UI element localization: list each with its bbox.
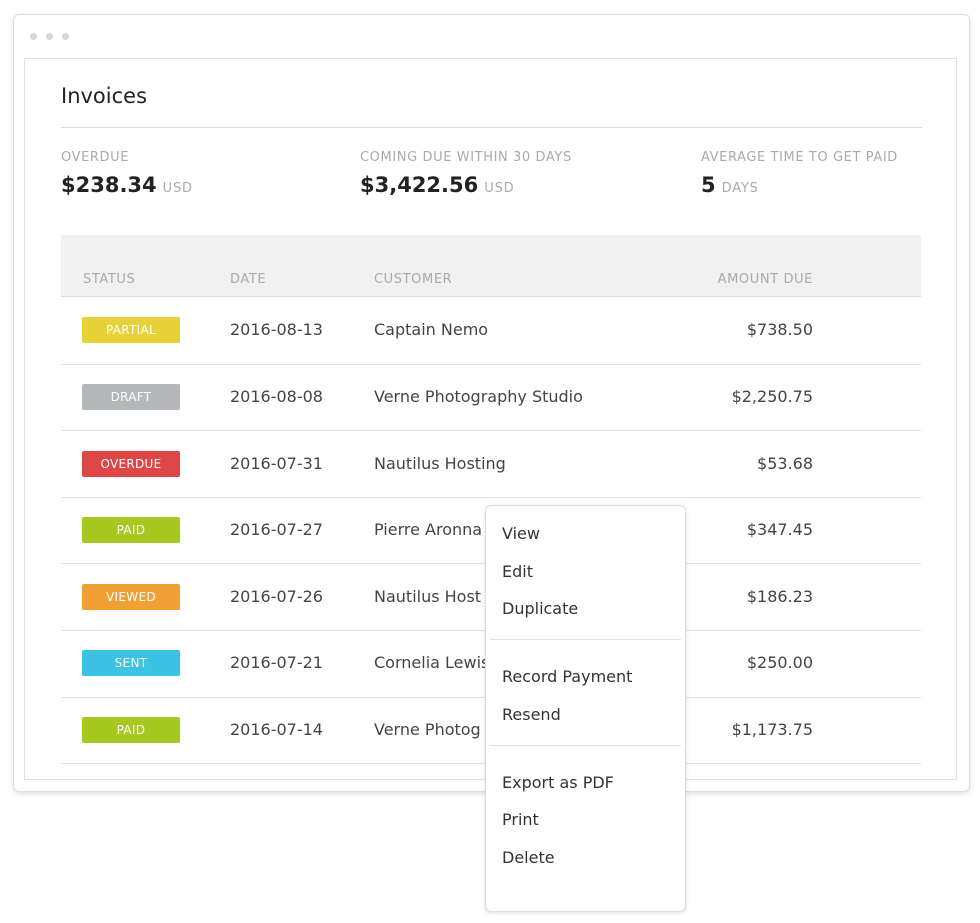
customer: Verne Photography Studio [374, 386, 583, 406]
row-divider [61, 496, 921, 498]
status-badge: PARTIAL [82, 317, 180, 344]
amount: $186.23 [746, 586, 813, 606]
divider [61, 127, 922, 128]
customer: Cornelia Lewis [374, 653, 490, 673]
window-dot [46, 33, 53, 40]
stat-label: COMING DUE WITHIN 30 DAYS [360, 150, 572, 165]
window-dot [30, 33, 37, 40]
menu-item[interactable]: Print [502, 810, 539, 830]
menu-item[interactable]: View [502, 524, 540, 543]
row-divider [61, 430, 921, 432]
customer: Pierre Aronna [374, 520, 483, 540]
menu-item[interactable]: Delete [502, 847, 555, 867]
stat-value: 5 DAYS [701, 173, 759, 197]
menu-item[interactable]: Record Payment [502, 667, 633, 687]
stat-label: OVERDUE [61, 150, 130, 165]
menu-item[interactable]: Resend [502, 704, 561, 724]
date: 2016-07-21 [230, 653, 323, 673]
stat-label: AVERAGE TIME TO GET PAID [701, 150, 898, 165]
date: 2016-07-14 [230, 719, 323, 739]
date: 2016-07-31 [230, 453, 323, 473]
column-header: DATE [230, 272, 267, 287]
menu-separator [490, 744, 681, 746]
stat-unit: USD [162, 181, 193, 196]
amount: $53.68 [757, 453, 813, 473]
amount: $1,173.75 [731, 719, 813, 739]
customer: Nautilus Hosting [374, 453, 506, 473]
status-badge: DRAFT [82, 383, 180, 410]
stat-value: $238.34 USD [61, 173, 193, 197]
customer: Nautilus Host [374, 586, 482, 606]
menu-item[interactable]: Duplicate [502, 599, 579, 619]
status-badge: PAID [82, 716, 180, 743]
status-badge: OVERDUE [82, 450, 180, 477]
amount: $347.45 [746, 520, 813, 540]
customer: Verne Photog [374, 719, 481, 739]
column-header: STATUS [83, 272, 136, 287]
page-title: Invoices [61, 84, 148, 108]
date: 2016-08-08 [230, 386, 323, 406]
menu-item[interactable]: Edit [502, 561, 533, 581]
date: 2016-07-26 [230, 586, 323, 606]
menu-item[interactable]: Export as PDF [502, 772, 614, 792]
date: 2016-07-27 [230, 520, 323, 540]
column-header: CUSTOMER [374, 272, 453, 287]
customer: Captain Nemo [374, 320, 489, 340]
amount: $738.50 [746, 320, 813, 340]
stat-value: $3,422.56 USD [360, 173, 515, 197]
stat-unit: USD [484, 181, 515, 196]
status-badge: VIEWED [82, 583, 180, 610]
table-header [61, 235, 921, 297]
date: 2016-08-13 [230, 320, 323, 340]
amount: $2,250.75 [731, 386, 813, 406]
row-divider [61, 363, 921, 365]
stat-unit: DAYS [721, 181, 759, 196]
amount: $250.00 [746, 653, 813, 673]
status-badge: SENT [82, 650, 180, 677]
menu-separator [490, 639, 681, 641]
status-badge: PAID [82, 517, 180, 544]
column-header: AMOUNT DUE [717, 272, 813, 287]
window-dot [62, 33, 69, 40]
context-menu: View Edit Duplicate Record Payment Resend Exp… [485, 505, 686, 912]
